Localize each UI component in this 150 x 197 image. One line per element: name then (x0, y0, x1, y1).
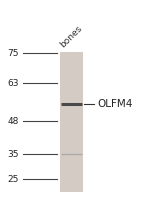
Text: 75: 75 (7, 48, 19, 58)
Text: 48: 48 (7, 117, 19, 126)
Text: bones: bones (59, 23, 84, 49)
Text: 63: 63 (7, 79, 19, 88)
Bar (60, 52, 83, 192)
Text: OLFM4: OLFM4 (97, 98, 132, 109)
Text: 35: 35 (7, 150, 19, 159)
Text: 25: 25 (7, 175, 19, 184)
